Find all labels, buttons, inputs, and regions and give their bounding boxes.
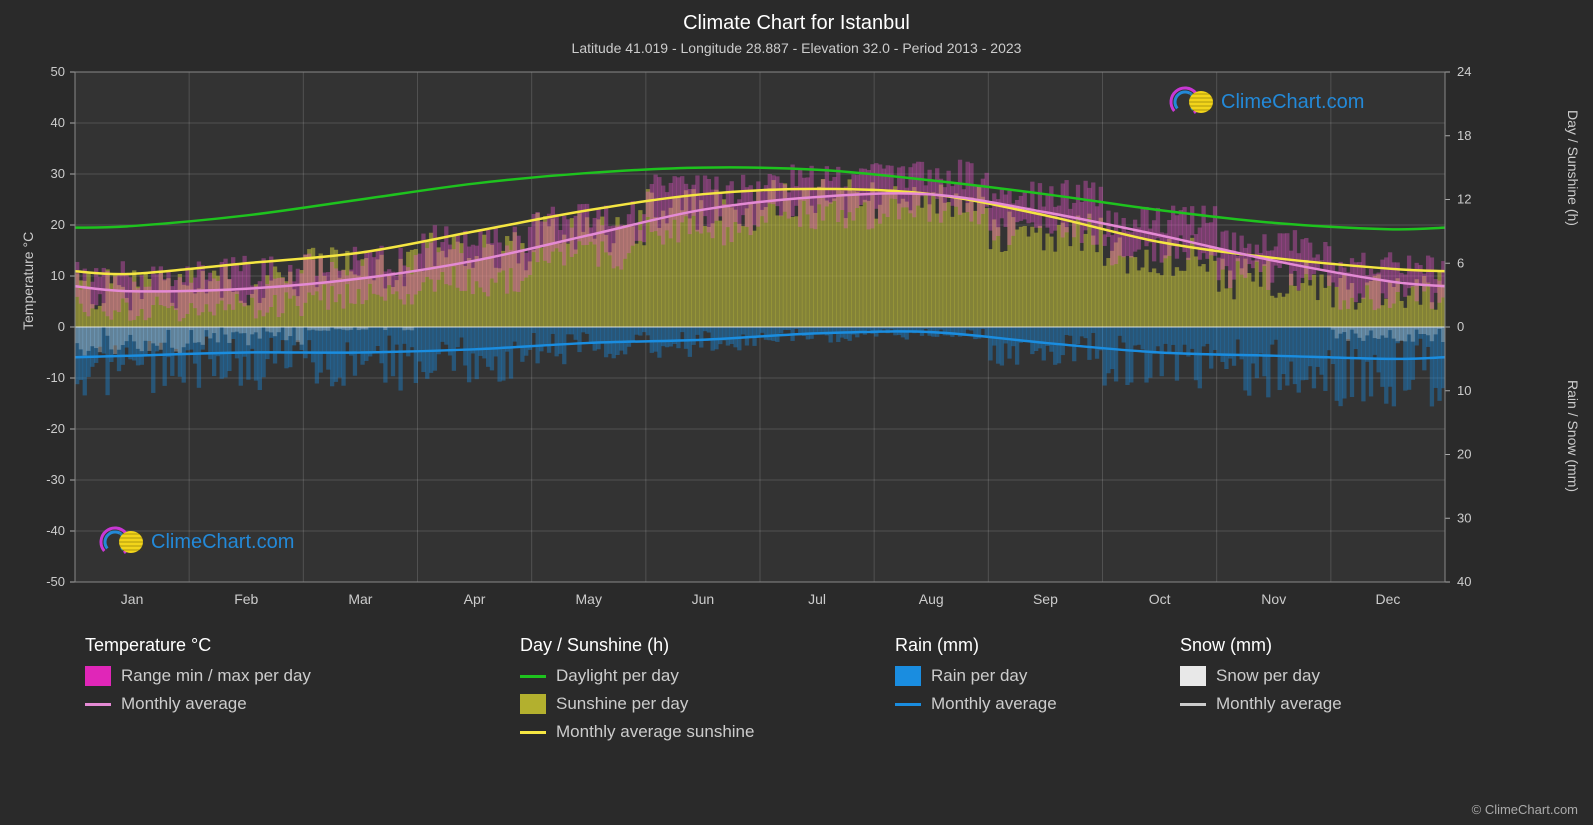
svg-text:50: 50: [51, 64, 65, 79]
month-label: Nov: [1261, 591, 1286, 607]
legend-swatch: [520, 731, 546, 734]
svg-text:20: 20: [1457, 447, 1471, 462]
svg-text:12: 12: [1457, 192, 1471, 207]
month-label: Jun: [692, 591, 715, 607]
month-label: Mar: [348, 591, 372, 607]
legend-label: Monthly average: [1216, 694, 1342, 714]
legend-item: Daylight per day: [520, 666, 754, 686]
legend-label: Daylight per day: [556, 666, 679, 686]
legend-swatch: [1180, 703, 1206, 706]
svg-text:40: 40: [51, 115, 65, 130]
svg-text:20: 20: [51, 217, 65, 232]
month-label: Jul: [808, 591, 826, 607]
legend-rain: Rain (mm) Rain per day Monthly average: [895, 635, 1057, 722]
svg-text:-30: -30: [46, 472, 65, 487]
svg-text:30: 30: [51, 166, 65, 181]
legend-item: Monthly average: [1180, 694, 1342, 714]
legend-swatch: [520, 694, 546, 714]
legend-header: Snow (mm): [1180, 635, 1342, 656]
legend-item: Rain per day: [895, 666, 1057, 686]
legend-snow: Snow (mm) Snow per day Monthly average: [1180, 635, 1342, 722]
legend-item: Monthly average sunshine: [520, 722, 754, 742]
svg-text:30: 30: [1457, 510, 1471, 525]
legend-header: Day / Sunshine (h): [520, 635, 754, 656]
svg-text:18: 18: [1457, 128, 1471, 143]
legend-item: Snow per day: [1180, 666, 1342, 686]
legend-daylight: Day / Sunshine (h) Daylight per day Sunshi…: [520, 635, 754, 750]
legend-label: Sunshine per day: [556, 694, 688, 714]
legend-swatch: [85, 666, 111, 686]
month-label: Feb: [234, 591, 258, 607]
legend-swatch: [895, 703, 921, 706]
svg-text:6: 6: [1457, 255, 1464, 270]
legend-item: Monthly average: [85, 694, 311, 714]
legend-label: Rain per day: [931, 666, 1027, 686]
legend-label: Monthly average: [931, 694, 1057, 714]
svg-text:10: 10: [51, 268, 65, 283]
legend-item: Range min / max per day: [85, 666, 311, 686]
svg-text:24: 24: [1457, 64, 1471, 79]
svg-text:40: 40: [1457, 574, 1471, 589]
svg-text:10: 10: [1457, 383, 1471, 398]
copyright-text: © ClimeChart.com: [1472, 802, 1578, 817]
svg-text:-10: -10: [46, 370, 65, 385]
right-axis-top-label: Day / Sunshine (h): [1565, 110, 1581, 226]
svg-text:-50: -50: [46, 574, 65, 589]
legend-item: Sunshine per day: [520, 694, 754, 714]
legend-label: Monthly average: [121, 694, 247, 714]
legend-swatch: [895, 666, 921, 686]
legend-label: Range min / max per day: [121, 666, 311, 686]
legend-swatch: [85, 703, 111, 706]
legend-swatch: [1180, 666, 1206, 686]
month-label: Jan: [121, 591, 144, 607]
legend-swatch: [520, 675, 546, 678]
svg-text:0: 0: [58, 319, 65, 334]
right-axis-bottom-label: Rain / Snow (mm): [1565, 380, 1581, 492]
month-label: Oct: [1149, 591, 1171, 607]
month-label: Aug: [919, 591, 944, 607]
climate-chart: 50 40 30 20 10 0 -10 -20 -30 -40 -50 24 18 12 6 0 10 20 30…: [0, 0, 1593, 640]
legend-item: Monthly average: [895, 694, 1057, 714]
left-axis-label: Temperature °C: [20, 232, 36, 330]
month-label: May: [576, 591, 602, 607]
month-label: Dec: [1375, 591, 1400, 607]
watermark-text: ClimeChart.com: [151, 531, 294, 553]
legend-header: Rain (mm): [895, 635, 1057, 656]
legend-label: Snow per day: [1216, 666, 1320, 686]
svg-text:-40: -40: [46, 523, 65, 538]
legend-header: Temperature °C: [85, 635, 311, 656]
svg-text:0: 0: [1457, 319, 1464, 334]
month-label: Apr: [464, 591, 486, 607]
svg-text:-20: -20: [46, 421, 65, 436]
legend-label: Monthly average sunshine: [556, 722, 754, 742]
legend-temperature: Temperature °C Range min / max per day Mon…: [85, 635, 311, 722]
watermark-text: ClimeChart.com: [1221, 91, 1364, 113]
month-label: Sep: [1033, 591, 1058, 607]
